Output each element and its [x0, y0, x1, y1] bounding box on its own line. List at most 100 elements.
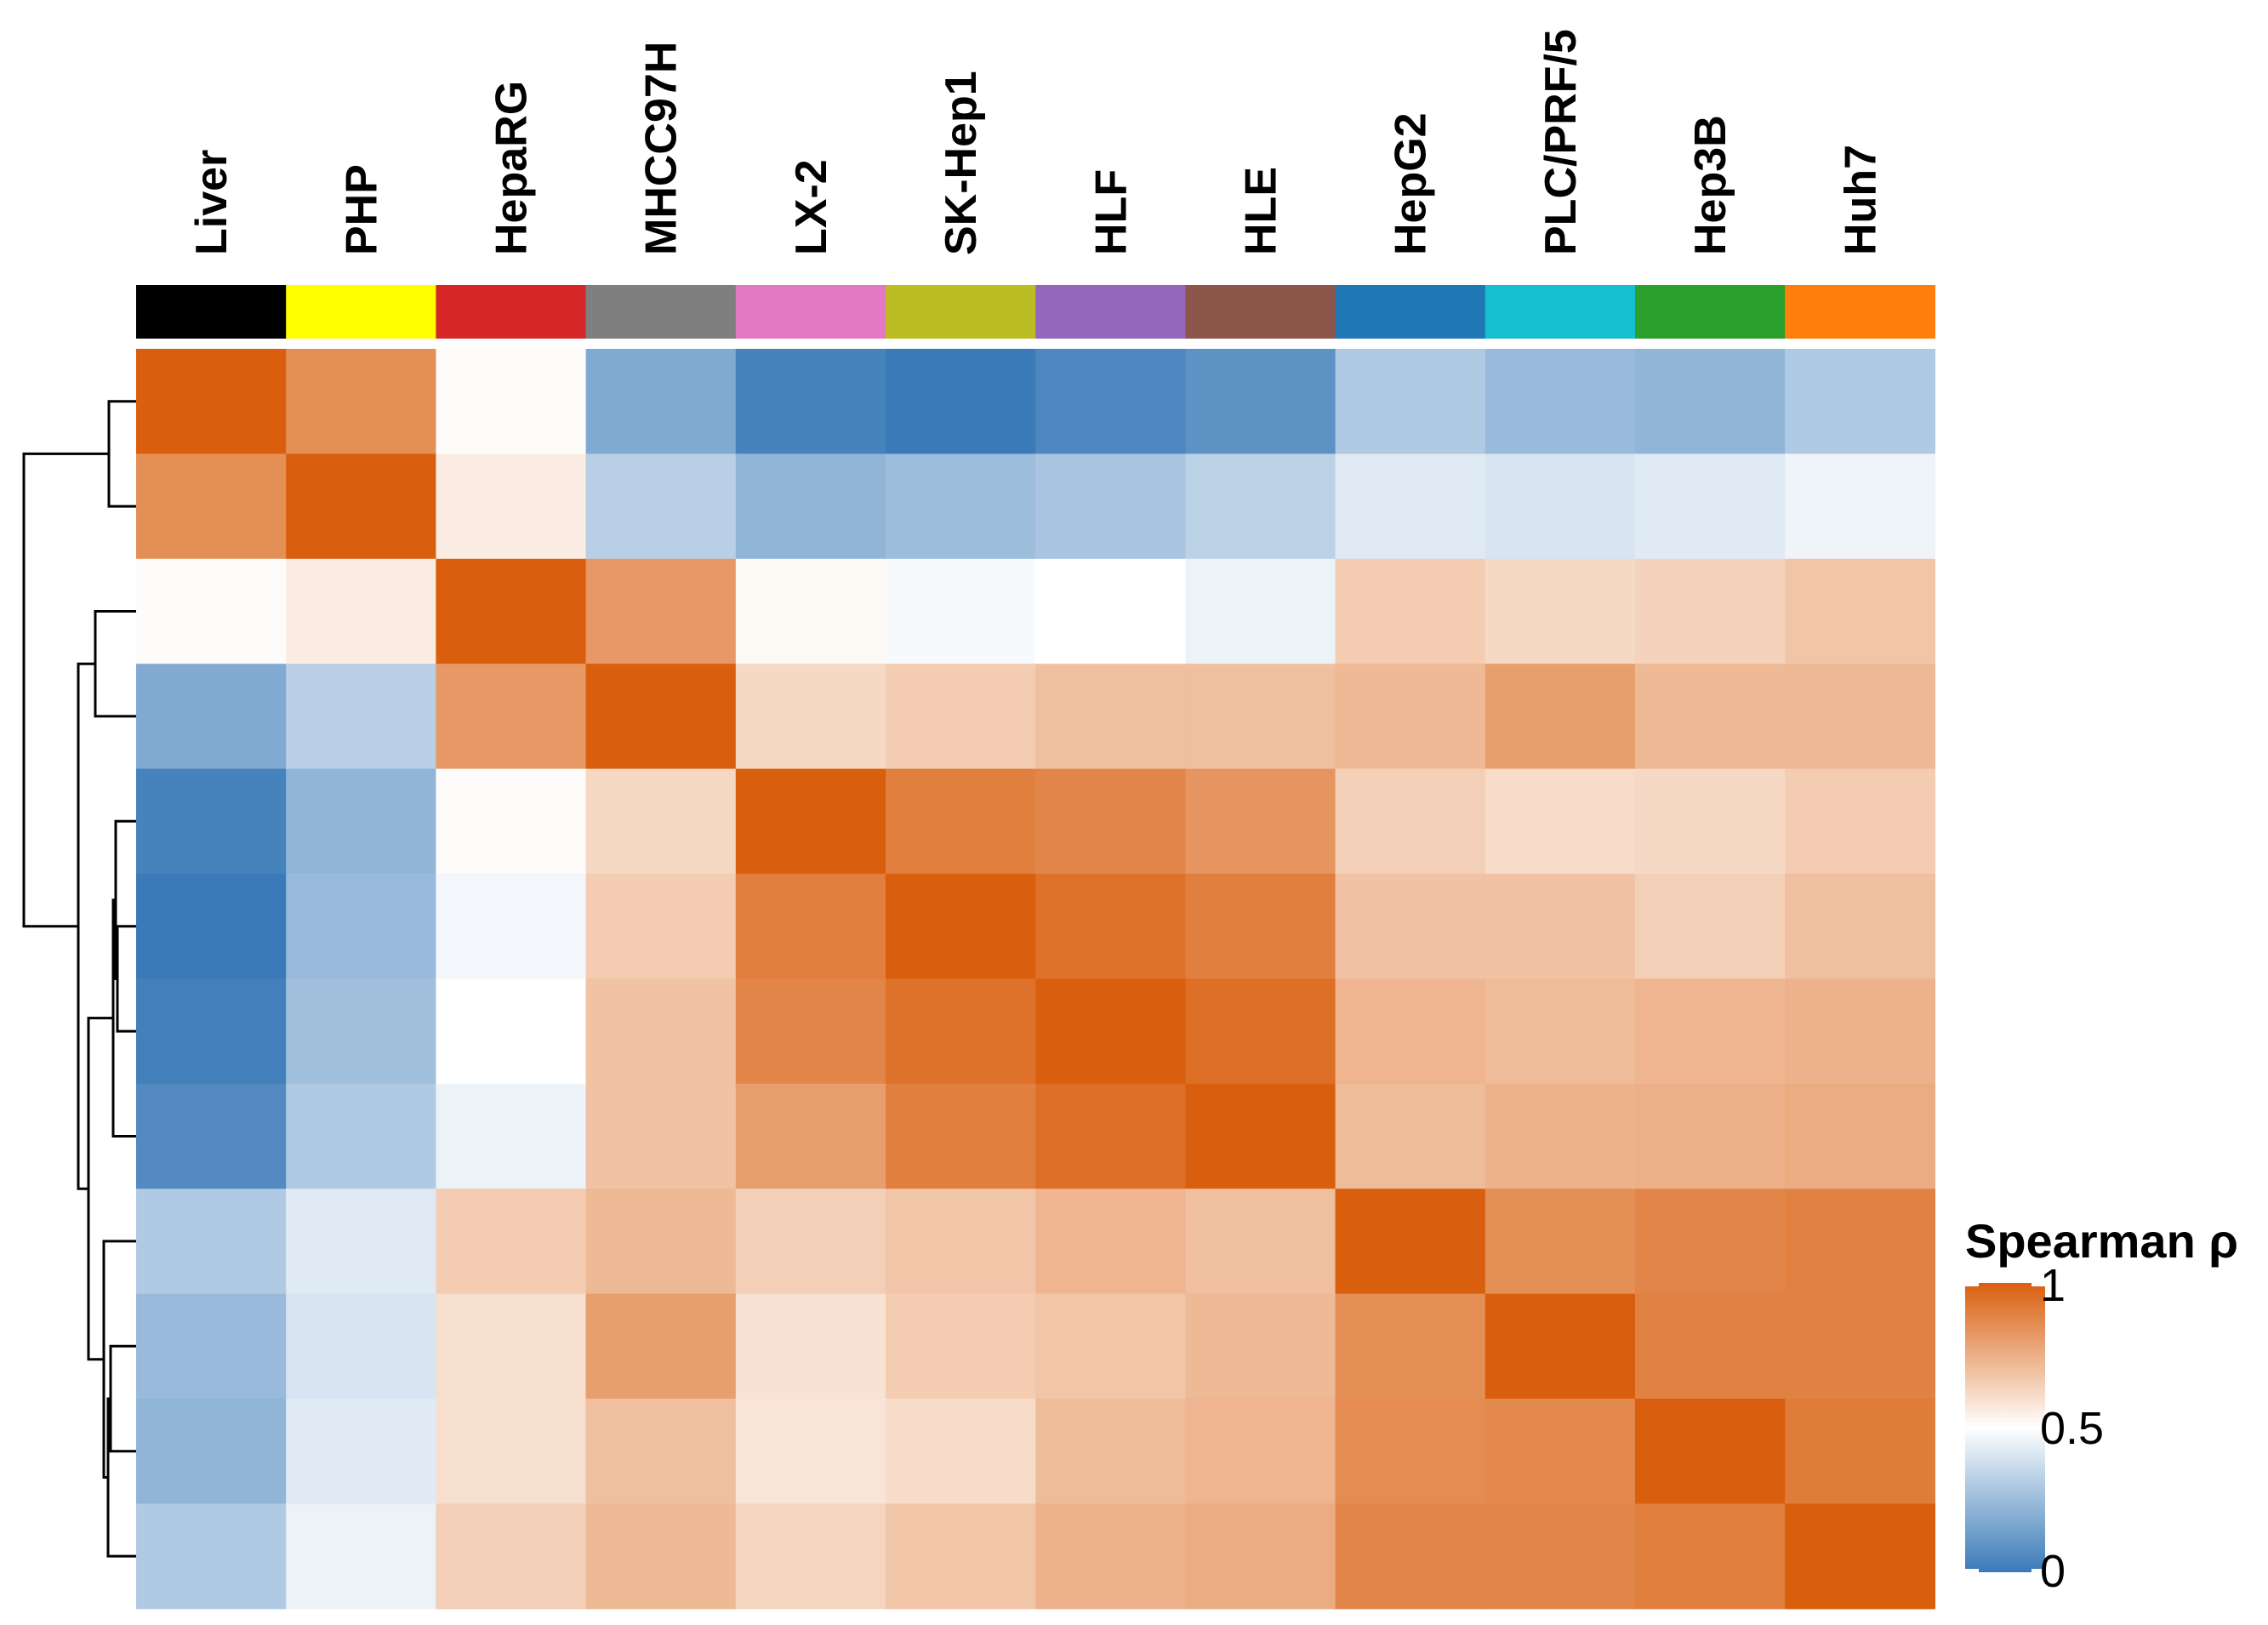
heatmap-cell-hepg2-php — [286, 1189, 436, 1295]
heatmap-cell-hle-hepg2 — [1335, 1083, 1486, 1189]
heatmap-cell-php-hepg2 — [1335, 453, 1486, 560]
column-label-hepg2: HepG2 — [1387, 112, 1436, 255]
heatmap-cell-sk-hep1-hle — [1185, 874, 1336, 979]
dendrogram-branch — [87, 1017, 113, 1361]
heatmap-cell-sk-hep1-huh7 — [1785, 874, 1935, 979]
heatmap-cell-mhcc97h-sk-hep1 — [886, 664, 1036, 770]
dendrogram-branch — [109, 1344, 136, 1453]
heatmap-cell-hepg2-mhcc97h — [585, 1189, 737, 1295]
heatmap-cell-hep3b-huh7 — [1785, 1399, 1935, 1504]
heatmap-cell-hlf-sk-hep1 — [886, 978, 1036, 1085]
heatmap-cell-sk-hep1-hep3b — [1635, 874, 1786, 979]
heatmap-cell-liver-hepg2 — [1335, 349, 1486, 454]
heatmap-cell-hepg2-hepg2 — [1335, 1189, 1486, 1295]
heatmap-cell-lx-2-hep3b — [1635, 768, 1786, 875]
heatmap-cell-mhcc97h-hlf — [1035, 664, 1186, 770]
heatmap-cell-heparg-plc-prf-5 — [1484, 558, 1636, 664]
heatmap-cell-mhcc97h-mhcc97h — [585, 664, 737, 770]
heatmap-cell-lx-2-hle — [1185, 768, 1336, 875]
heatmap-cell-hep3b-lx-2 — [735, 1399, 886, 1504]
heatmap-cell-hepg2-liver — [136, 1189, 287, 1295]
annotation-hepg2 — [1335, 285, 1486, 339]
row-dendrogram — [22, 400, 136, 1558]
annotation-huh7 — [1785, 285, 1935, 339]
annotation-hlf — [1035, 285, 1186, 339]
heatmap-cell-liver-hlf — [1035, 349, 1186, 454]
heatmap-cell-lx-2-lx-2 — [735, 768, 886, 875]
heatmap-cell-hep3b-heparg — [436, 1399, 587, 1504]
heatmap-cell-huh7-sk-hep1 — [886, 1503, 1036, 1610]
heatmap-grid — [136, 349, 1935, 1610]
heatmap-cell-plc-prf-5-lx-2 — [735, 1293, 886, 1400]
heatmap-cell-php-hlf — [1035, 453, 1186, 560]
dendrogram-branch — [116, 925, 136, 1033]
heatmap-cell-sk-hep1-mhcc97h — [585, 874, 737, 979]
heatmap-cell-php-php — [286, 453, 436, 560]
heatmap-cell-sk-hep1-plc-prf-5 — [1484, 874, 1636, 979]
heatmap-cell-lx-2-huh7 — [1785, 768, 1935, 875]
annotation-liver — [136, 285, 287, 339]
annotation-sk-hep1 — [886, 285, 1036, 339]
dendrogram-branch — [94, 610, 136, 718]
heatmap-cell-liver-hep3b — [1635, 349, 1786, 454]
heatmap-cell-lx-2-liver — [136, 768, 287, 875]
heatmap-cell-sk-hep1-sk-hep1 — [886, 874, 1036, 979]
annotation-hle — [1185, 285, 1336, 339]
heatmap-cell-liver-php — [286, 349, 436, 454]
heatmap-cell-php-liver — [136, 453, 287, 560]
heatmap-cell-liver-heparg — [436, 349, 587, 454]
heatmap-cell-plc-prf-5-mhcc97h — [585, 1293, 737, 1400]
annotation-php — [286, 285, 436, 339]
heatmap-cell-php-lx-2 — [735, 453, 886, 560]
heatmap-cell-hle-sk-hep1 — [886, 1083, 1036, 1189]
heatmap-cell-mhcc97h-liver — [136, 664, 287, 770]
heatmap-cell-huh7-hepg2 — [1335, 1503, 1486, 1610]
column-label-heparg: HepaRG — [487, 81, 537, 255]
heatmap-cell-heparg-hepg2 — [1335, 558, 1486, 664]
annotation-lx-2 — [735, 285, 886, 339]
heatmap-cell-liver-hle — [1185, 349, 1336, 454]
heatmap-cell-hle-hle — [1185, 1083, 1336, 1189]
heatmap-cell-hep3b-hepg2 — [1335, 1399, 1486, 1504]
heatmap-cell-huh7-mhcc97h — [585, 1503, 737, 1610]
heatmap-cell-hlf-huh7 — [1785, 978, 1935, 1085]
heatmap-cell-heparg-lx-2 — [735, 558, 886, 664]
heatmap-cell-plc-prf-5-plc-prf-5 — [1484, 1293, 1636, 1400]
heatmap-cell-hepg2-plc-prf-5 — [1484, 1189, 1636, 1295]
heatmap-cell-hle-plc-prf-5 — [1484, 1083, 1636, 1189]
annotation-plc-prf-5 — [1484, 285, 1636, 339]
heatmap-cell-lx-2-hepg2 — [1335, 768, 1486, 875]
heatmap-cell-heparg-hle — [1185, 558, 1336, 664]
heatmap-cell-hlf-hep3b — [1635, 978, 1786, 1085]
heatmap-cell-hep3b-hep3b — [1635, 1399, 1786, 1504]
heatmap-cell-hle-heparg — [436, 1083, 587, 1189]
heatmap-cell-huh7-lx-2 — [735, 1503, 886, 1610]
heatmap-cell-lx-2-plc-prf-5 — [1484, 768, 1636, 875]
heatmap-cell-liver-liver — [136, 349, 287, 454]
heatmap-cell-lx-2-hlf — [1035, 768, 1186, 875]
heatmap-cell-liver-sk-hep1 — [886, 349, 1036, 454]
heatmap-cell-mhcc97h-plc-prf-5 — [1484, 664, 1636, 770]
heatmap-cell-lx-2-mhcc97h — [585, 768, 737, 875]
heatmap-cell-sk-hep1-heparg — [436, 874, 587, 979]
heatmap-cell-plc-prf-5-heparg — [436, 1293, 587, 1400]
heatmap-cell-hle-huh7 — [1785, 1083, 1935, 1189]
heatmap-cell-hlf-hepg2 — [1335, 978, 1486, 1085]
column-label-plc-prf-5: PLC/PRF/5 — [1536, 29, 1586, 255]
legend-tick-label: 0 — [2040, 1546, 2066, 1597]
heatmap-cell-lx-2-sk-hep1 — [886, 768, 1036, 875]
heatmap-cell-plc-prf-5-hep3b — [1635, 1293, 1786, 1400]
column-label-liver: Liver — [187, 150, 236, 255]
heatmap-cell-php-hep3b — [1635, 453, 1786, 560]
heatmap-cell-sk-hep1-hlf — [1035, 874, 1186, 979]
heatmap-cell-plc-prf-5-hepg2 — [1335, 1293, 1486, 1400]
heatmap-cell-hepg2-huh7 — [1785, 1189, 1935, 1295]
heatmap-cell-plc-prf-5-hlf — [1035, 1293, 1186, 1400]
heatmap-cell-hle-php — [286, 1083, 436, 1189]
heatmap-cell-mhcc97h-hepg2 — [1335, 664, 1486, 770]
heatmap-cell-php-huh7 — [1785, 453, 1935, 560]
heatmap-cell-mhcc97h-hle — [1185, 664, 1336, 770]
heatmap-cell-hepg2-heparg — [436, 1189, 587, 1295]
dendrogram-branch — [77, 662, 95, 1190]
